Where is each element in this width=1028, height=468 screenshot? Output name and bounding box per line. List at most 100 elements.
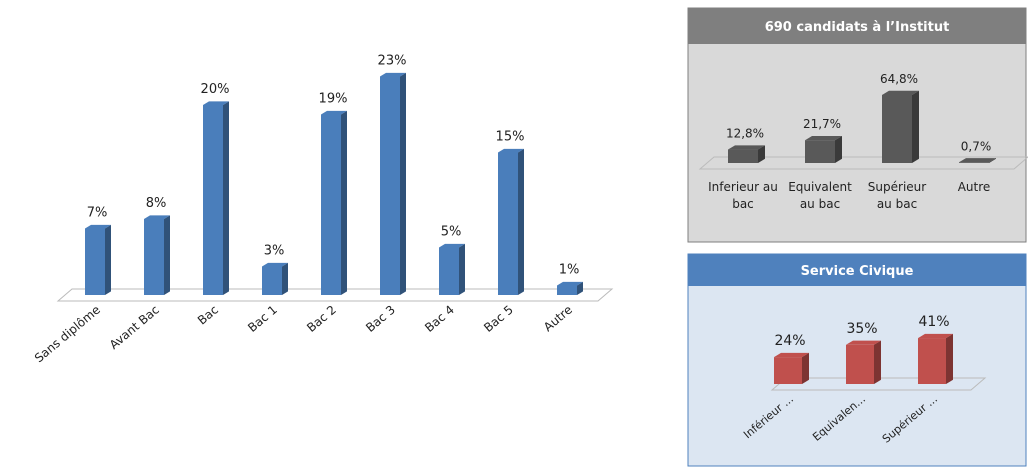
bar-side (164, 215, 170, 295)
bar-top (774, 352, 809, 358)
value-label: 1% (559, 263, 580, 278)
bar-side (874, 340, 881, 384)
x-tick-label: Bac 5 (481, 303, 516, 335)
value-label: 24% (774, 333, 805, 349)
bar-top (144, 215, 170, 219)
value-label: 7% (87, 206, 108, 221)
bar (805, 140, 835, 163)
bar-side-shade (989, 158, 996, 163)
value-label: 8% (146, 196, 167, 211)
bar (321, 114, 341, 295)
bar (380, 76, 400, 295)
value-label: 20% (201, 82, 230, 97)
bar-side-shade (223, 101, 229, 296)
x-tick-label: Bac 1 (245, 303, 280, 335)
bar-side (518, 148, 524, 295)
bar-side (282, 262, 288, 295)
bar-side (802, 352, 809, 384)
bar-side (105, 224, 111, 295)
panel-2-title: Service Civique (801, 264, 914, 279)
x-tick-label: Bac 2 (304, 303, 339, 335)
x-tick-label: Sans diplôme (32, 303, 103, 366)
bar (262, 266, 282, 295)
value-label: 23% (378, 54, 407, 69)
bar-side-shade (459, 243, 465, 295)
bar-top (439, 243, 465, 248)
bar-top (557, 281, 583, 286)
panel-1-header (688, 8, 1026, 44)
bar-side (946, 333, 953, 384)
value-label: 0,7% (961, 139, 992, 153)
bar-side-shade (341, 110, 347, 296)
bar (959, 162, 989, 163)
bar (728, 149, 758, 163)
bar-top (321, 110, 347, 115)
panel-1 (687, 7, 1027, 243)
bar-top (262, 262, 288, 267)
bar-top (882, 90, 919, 95)
bar (882, 94, 912, 163)
x-tick-label: Inferieur au bac (708, 180, 778, 211)
x-tick-label: Bac (195, 303, 221, 328)
bar-top (918, 333, 953, 339)
x-tick-label: Supérieur au bac (867, 180, 927, 211)
bar (498, 152, 518, 295)
bar-side (577, 281, 583, 295)
bar-side (223, 101, 229, 296)
floor (698, 156, 1028, 170)
bar-side-shade (835, 136, 842, 163)
bar-side (758, 145, 765, 163)
bar-top (85, 224, 111, 229)
bar (439, 247, 459, 295)
bar-side-shade (946, 333, 953, 384)
bar-top (498, 148, 524, 153)
bar (846, 344, 874, 384)
value-label: 41% (918, 314, 949, 330)
x-tick-label: Autre (957, 180, 991, 194)
x-tick-label: Autre (541, 303, 575, 335)
bar-side-shade (577, 281, 583, 295)
bar-side-shade (518, 148, 524, 295)
bar-top (728, 145, 765, 150)
value-label: 21,7% (803, 117, 841, 131)
bar-top (805, 136, 842, 141)
value-label: 35% (846, 321, 877, 337)
bar (774, 357, 802, 384)
floor (56, 288, 614, 302)
value-label: 3% (264, 244, 285, 259)
value-label: 64,8% (880, 72, 918, 86)
bar (85, 228, 105, 295)
bar-side (400, 72, 406, 296)
bar (203, 105, 223, 295)
bar-side-shade (802, 352, 809, 384)
value-label: 15% (496, 130, 525, 145)
bar-side (835, 136, 842, 163)
bar-side-shade (105, 224, 111, 295)
x-tick-label: Bac 3 (363, 303, 398, 335)
bar-top (959, 158, 996, 163)
bar (557, 285, 577, 295)
bar-side-shade (874, 340, 881, 384)
bar-side (989, 158, 996, 163)
bar-side-shade (758, 145, 765, 163)
panel-2-header (688, 254, 1026, 286)
bar-side (341, 110, 347, 296)
bar-top (380, 72, 406, 77)
bar-side (912, 90, 919, 163)
x-tick-label: Avant Bac (107, 303, 162, 352)
bar-side (459, 243, 465, 295)
bar-side-shade (912, 90, 919, 163)
x-tick-label: Equivalent au bac (788, 180, 852, 211)
bar-top (203, 101, 229, 105)
bar-side-shade (400, 72, 406, 296)
bar-top (846, 340, 881, 345)
value-label: 5% (441, 225, 462, 240)
bar-side-shade (282, 262, 288, 295)
value-label: 19% (319, 92, 348, 107)
bar-side-shade (164, 215, 170, 295)
panel-1-title: 690 candidats à l’Institut (765, 20, 950, 35)
x-tick-label: Bac 4 (422, 303, 457, 335)
value-label: 12,8% (726, 127, 764, 141)
